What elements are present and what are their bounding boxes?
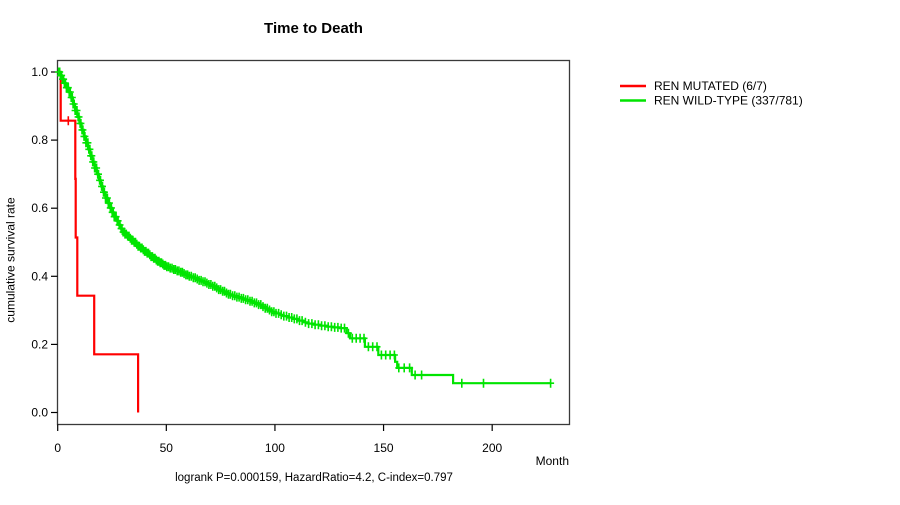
x-axis-title: Month [536,454,569,468]
y-tick-label: 0.4 [31,269,48,283]
chart-title: Time to Death [264,20,363,37]
legend-label-ren-mutated: REN MUTATED (6/7) [654,79,767,93]
y-tick-label: 0.8 [31,133,48,147]
legend: REN MUTATED (6/7) REN WILD-TYPE (337/781… [620,79,803,108]
x-tick-label: 0 [54,441,61,455]
legend-label-ren-wild-type: REN WILD-TYPE (337/781) [654,94,803,108]
censor-marks-ren-mutated-6-7 [64,116,72,126]
y-tick-label: 0.6 [31,201,48,215]
x-tick-label: 50 [160,441,174,455]
km-curve-ren-wild-type-337-781 [57,70,551,385]
y-tick-label: 0.0 [31,406,48,420]
y-tick-label: 1.0 [31,65,48,79]
stats-caption: logrank P=0.000159, HazardRatio=4.2, C-i… [175,472,453,484]
x-tick-label: 150 [374,441,394,455]
survival-curves [55,67,555,413]
axis-ticks: 0 50 100 150 200 0.0 0.2 0.4 0.6 0.8 1.0 [31,65,502,455]
y-axis-title: cumulative survival rate [4,197,18,323]
km-curve-ren-mutated-6-7 [57,70,140,413]
x-tick-label: 100 [265,441,285,455]
y-tick-label: 0.2 [31,337,48,351]
censor-marks-ren-wild-type-337-781 [55,67,555,388]
x-tick-label: 200 [482,441,502,455]
plot-area-border [56,59,571,426]
